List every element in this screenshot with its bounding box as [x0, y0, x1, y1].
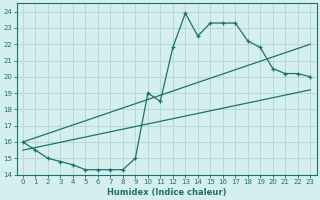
X-axis label: Humidex (Indice chaleur): Humidex (Indice chaleur)	[107, 188, 226, 197]
